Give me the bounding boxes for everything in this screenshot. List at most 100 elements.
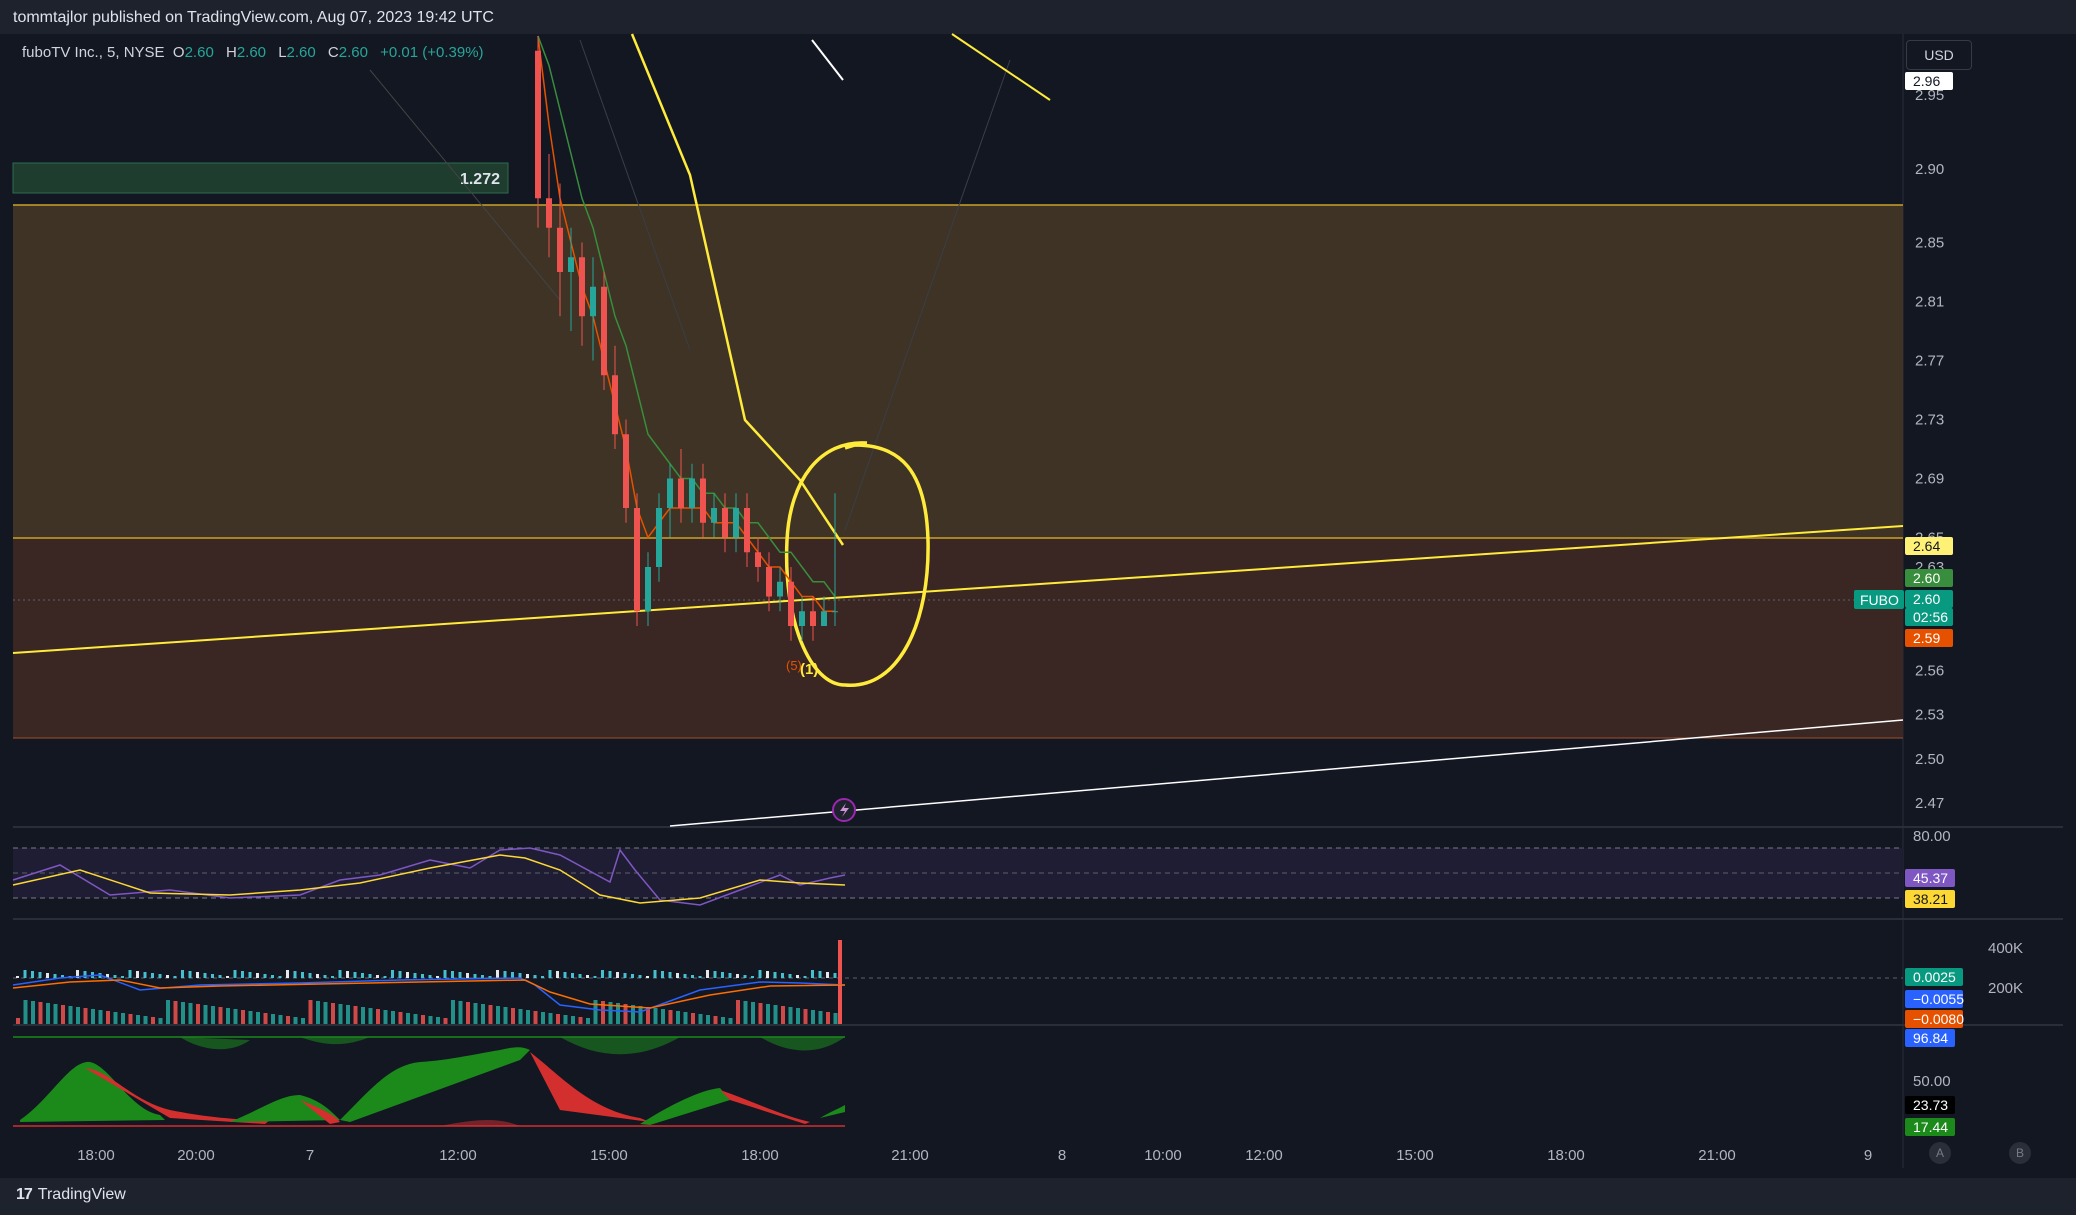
macd-hist-bar <box>196 972 199 978</box>
candle-body <box>645 567 651 612</box>
candle-body <box>766 567 772 597</box>
osc-wave-green-5 <box>820 1105 845 1118</box>
volume-bar <box>803 1009 808 1024</box>
volume-bar <box>488 1005 493 1024</box>
macd-hist-bar <box>38 972 42 978</box>
symbol-legend[interactable]: fuboTV Inc., 5, NYSE O2.60 H2.60 L2.60 C… <box>22 44 492 61</box>
rsi-level-label: 80.00 <box>1913 828 1951 845</box>
macd-hist-bar <box>323 975 327 978</box>
macd-hist-bar <box>556 971 559 978</box>
volume-bar <box>121 1013 125 1024</box>
volume-bar <box>413 1014 418 1024</box>
macd-hist-bar <box>541 976 544 978</box>
lightning-icon[interactable] <box>832 798 856 822</box>
currency-selector[interactable]: USD <box>1906 40 1972 70</box>
candle-body <box>623 434 629 508</box>
volume-bar <box>428 1016 433 1024</box>
macd-hist-bar <box>458 972 462 978</box>
price-tick: 2.50 <box>1915 751 1944 768</box>
macd-hist-bar <box>736 974 739 978</box>
publisher-info: tommtajlor published on TradingView.com,… <box>13 9 494 26</box>
price-badge <box>1905 629 1953 647</box>
macd-hist-bar <box>593 976 597 978</box>
osc-lower-glow <box>440 1120 520 1126</box>
macd-hist-bar <box>121 976 124 978</box>
candle-body <box>711 508 717 523</box>
white-trendline-lower <box>669 719 1904 827</box>
candle-body <box>546 198 552 228</box>
macd-hist-bar <box>23 970 27 978</box>
macd-hist-bar <box>151 973 154 978</box>
volume-bar <box>218 1007 223 1024</box>
osc-badge-label: 96.84 <box>1913 1030 1948 1046</box>
volume-bar <box>241 1010 245 1024</box>
macd-hist-bar <box>263 974 267 978</box>
volume-bar <box>263 1013 268 1024</box>
volume-bar <box>623 1004 628 1024</box>
axis-b-button[interactable]: B <box>2009 1142 2031 1164</box>
volume-bar <box>293 1017 298 1024</box>
candle-body <box>788 581 794 626</box>
high-value: 2.60 <box>236 44 267 61</box>
macd-hist-bar <box>346 971 349 978</box>
macd-badge-label: 0.0025 <box>1913 969 1956 985</box>
price-tick: 2.69 <box>1915 471 1944 488</box>
volume-bar <box>661 1009 665 1024</box>
macd-hist-bar <box>443 970 447 978</box>
volume-spike-bar <box>838 940 842 1024</box>
volume-bar <box>833 1013 838 1024</box>
candle-body <box>755 552 761 567</box>
macd-hist-bar <box>713 971 717 978</box>
rsi-line <box>12 847 846 906</box>
macd-badge-label: −0.0080 <box>1913 1011 1964 1027</box>
low-label: L <box>278 44 287 61</box>
fib-1272-box <box>12 162 509 194</box>
macd-hist-bar <box>376 975 379 978</box>
fib-zone-upper <box>13 205 1903 538</box>
volume-bar <box>53 1004 58 1024</box>
macd-hist-bar <box>578 974 582 978</box>
volume-bar <box>323 1002 328 1024</box>
candle-body <box>700 478 706 523</box>
candle-body <box>557 227 563 272</box>
macd-hist-bar <box>368 974 372 978</box>
volume-bar <box>758 1003 763 1024</box>
fib-diagonal-2 <box>844 59 1011 531</box>
volume-bar <box>211 1006 215 1024</box>
candle-body <box>733 508 739 538</box>
fib-1272-label: 1.272 <box>460 171 500 188</box>
volume-bar <box>91 1009 95 1024</box>
osc-wave-red-4 <box>720 1090 810 1124</box>
tradingview-logo[interactable]: 17 TradingView <box>16 1186 126 1204</box>
volume-bar <box>83 1008 88 1024</box>
macd-hist-bar <box>481 975 484 978</box>
macd-hist-bar <box>668 972 672 978</box>
axis-auto-button[interactable]: A <box>1929 1142 1951 1164</box>
ema-slow-line <box>537 35 836 597</box>
rsi-badge <box>1905 869 1955 887</box>
candle-body <box>590 286 596 317</box>
volume-bar <box>38 1002 43 1024</box>
volume-bar <box>353 1006 358 1024</box>
candle-body <box>667 478 673 508</box>
open-label: O <box>172 44 185 61</box>
osc-upper-glow <box>180 1037 845 1055</box>
volume-bar <box>151 1017 155 1024</box>
candle-body <box>579 257 585 317</box>
volume-bar <box>593 1000 598 1024</box>
volume-bar <box>166 1000 170 1024</box>
volume-bar <box>458 1001 463 1024</box>
volume-bar <box>23 1000 28 1024</box>
macd-hist-bar <box>661 971 664 978</box>
macd-hist-bar <box>226 976 229 978</box>
symbol-tag-label: FUBO <box>1860 592 1899 608</box>
close-label: C <box>327 44 339 61</box>
macd-badge <box>1905 1010 1963 1028</box>
time-tick: 20:00 <box>177 1147 215 1164</box>
macd-hist-bar <box>758 970 762 978</box>
macd-hist-bar <box>803 976 807 978</box>
volume-bar <box>143 1016 148 1024</box>
macd-hist-bar <box>173 976 177 978</box>
price-tick: 2.73 <box>1915 412 1944 429</box>
